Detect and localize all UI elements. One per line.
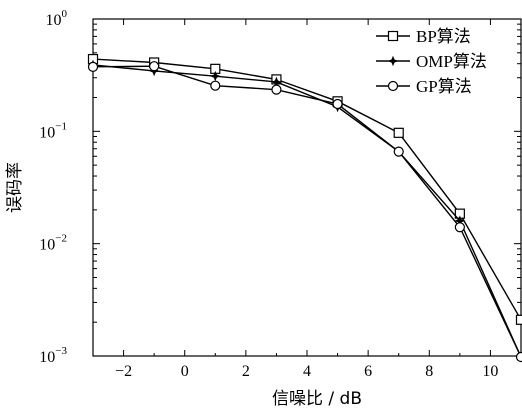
x-tick-label: 10 (482, 363, 498, 380)
legend-marker (387, 30, 399, 42)
x-tick-label: −2 (115, 363, 132, 380)
y-tick-label: 10−3 (39, 345, 67, 366)
x-tick-label: 0 (181, 363, 189, 380)
data-point (454, 222, 465, 233)
data-point (87, 61, 99, 72)
legend-marker (387, 55, 399, 67)
x-tick-label: 2 (242, 363, 250, 380)
x-axis-label: 信噪比 / dB (272, 389, 362, 409)
legend-label: BP算法 (416, 27, 471, 46)
y-tick-label: 10−1 (39, 120, 67, 141)
x-tick-label: 8 (425, 363, 433, 380)
legend-item: GP算法 (376, 77, 472, 96)
data-point (393, 146, 404, 157)
y-tick-label: 10−2 (39, 233, 67, 254)
legend-item: OMP算法 (376, 52, 487, 71)
data-point (149, 61, 160, 72)
series-circle (87, 61, 522, 363)
y-tick-label: 100 (46, 8, 68, 29)
legend-marker (387, 80, 399, 92)
legend-label: OMP算法 (416, 52, 487, 71)
legend-label: GP算法 (416, 77, 472, 96)
data-point (332, 98, 343, 110)
y-axis-label: 误码率 (5, 162, 25, 213)
legend-item: BP算法 (376, 27, 471, 46)
data-point (515, 314, 522, 325)
data-point (271, 84, 282, 95)
x-tick-label: 4 (303, 363, 311, 380)
series-line (92, 58, 522, 321)
data-point (515, 351, 522, 363)
data-point (393, 127, 404, 138)
series-line (92, 64, 522, 358)
data-point (210, 80, 221, 91)
x-tick-label: 6 (364, 363, 372, 380)
series-line (92, 65, 522, 358)
